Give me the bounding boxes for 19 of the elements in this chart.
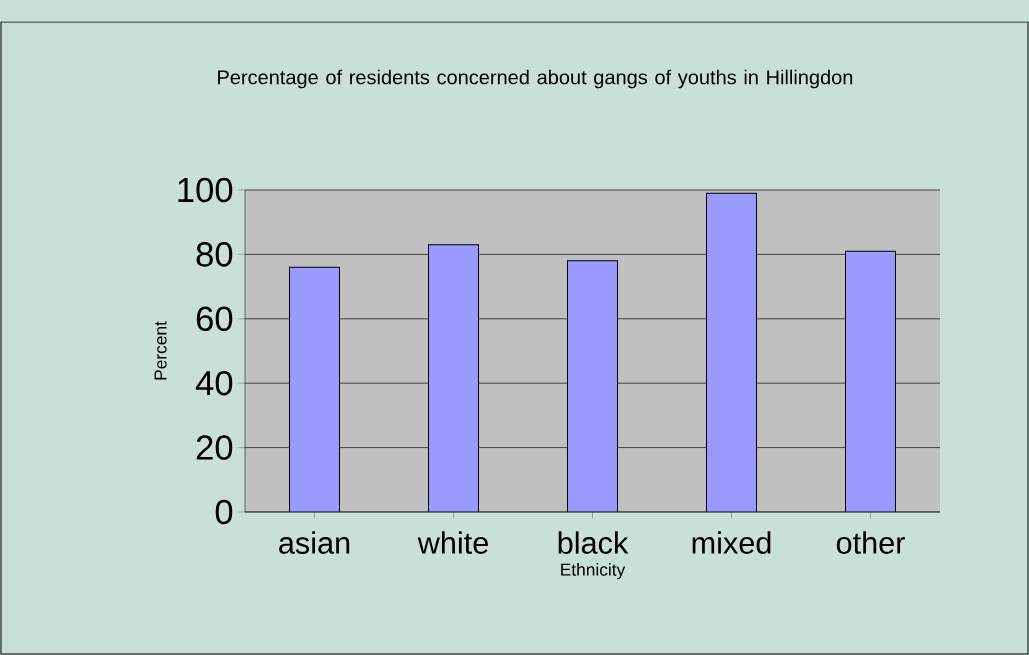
x-axis-title: Ethnicity	[561, 563, 626, 580]
y-axis-title: Percent	[154, 321, 167, 380]
x-tick-label: other	[836, 531, 905, 554]
y-tick-label: 80	[196, 242, 233, 267]
bar	[428, 244, 479, 512]
y-tick-label: 60	[196, 306, 233, 332]
bar	[706, 192, 757, 512]
x-tick-label: mixed	[692, 531, 771, 554]
y-tick-label: 20	[196, 435, 233, 460]
bar	[567, 260, 618, 512]
y-tick-label: 40	[195, 370, 233, 396]
x-tick-label: black	[558, 531, 629, 554]
x-tick-label: asian	[279, 531, 350, 554]
y-tick-label: 100	[178, 177, 233, 203]
y-tick-label: 0	[215, 499, 233, 525]
chart-title: Percentage of residents concerned about gangs of youths in Hillingdon	[218, 69, 853, 89]
x-tick-label: white	[417, 531, 488, 554]
bar	[289, 266, 340, 512]
bar	[845, 250, 896, 512]
